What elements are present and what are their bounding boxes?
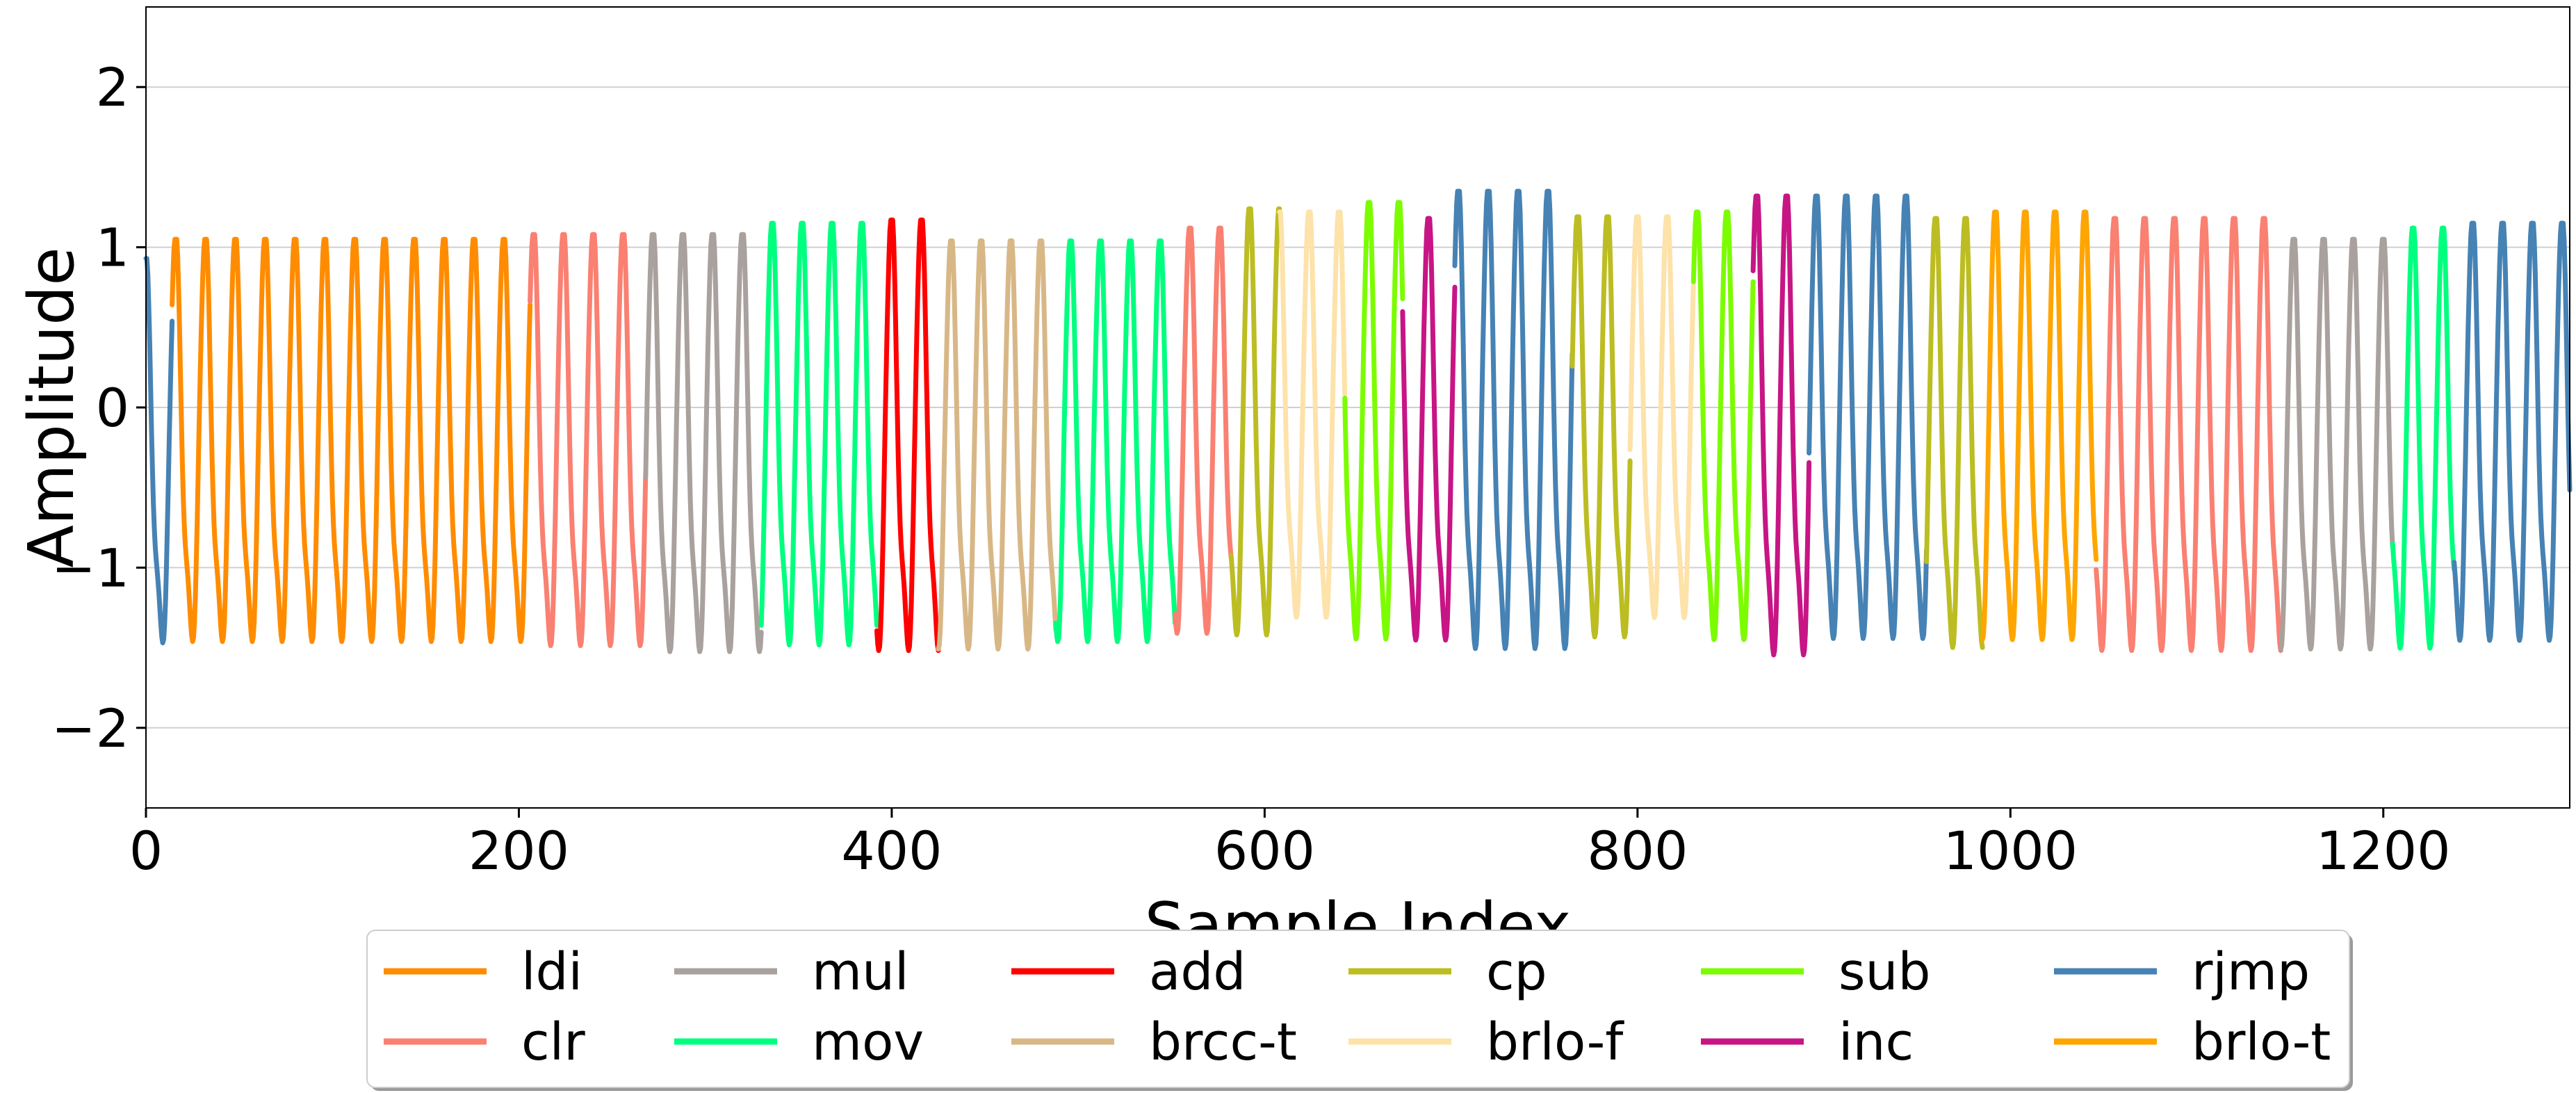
series-line-clr <box>528 232 649 649</box>
series-line-add <box>874 217 941 654</box>
series-line-rjmp <box>143 256 175 646</box>
series-line-mov <box>2390 225 2457 651</box>
y-tick-label: 1 <box>96 217 129 279</box>
x-tick-label: 1200 <box>2316 820 2450 882</box>
y-tick-label: −2 <box>51 697 129 759</box>
series-line-inc <box>1750 193 1812 658</box>
series-line-brlo-f <box>1627 214 1696 620</box>
series-lines <box>143 188 2573 658</box>
series-line-brlo-t <box>1980 209 2099 642</box>
series-line-clr <box>2094 216 2283 654</box>
series-line-rjmp <box>1807 193 1930 641</box>
y-tick-label: −1 <box>51 537 129 599</box>
series-line-rjmp <box>1452 188 1575 651</box>
series-line-rjmp <box>2452 220 2573 643</box>
legend-label-mov: mov <box>812 1012 924 1072</box>
legend-box <box>366 930 2350 1088</box>
y-tick-label: 0 <box>96 377 129 439</box>
series-line-ldi <box>170 236 533 645</box>
series-line-mov <box>1053 238 1178 645</box>
series-line-brlo-f <box>1277 209 1348 620</box>
x-tick-label: 600 <box>1214 820 1315 882</box>
legend-label-brlo-f: brlo-f <box>1486 1012 1624 1072</box>
x-tick-label: 1000 <box>1943 820 2078 882</box>
y-axis-label: Amplitude <box>15 247 88 567</box>
series-line-sub <box>1342 200 1405 642</box>
legend-label-add: add <box>1149 942 1246 1002</box>
series-line-clr <box>1173 225 1234 636</box>
series-line-sub <box>1690 209 1756 642</box>
legend-label-mul: mul <box>812 942 909 1002</box>
legend-label-brlo-t: brlo-t <box>2192 1012 2331 1072</box>
series-line-mul <box>2278 236 2395 651</box>
legend-label-inc: inc <box>1839 1012 1914 1072</box>
axis-ticks: 0 200 400 600 800 1000 1200 −2 −1 0 1 2 <box>51 56 2451 882</box>
series-line-mov <box>758 220 879 647</box>
series-line-cp <box>1228 206 1282 638</box>
legend-label-sub: sub <box>1839 942 1930 1002</box>
series-line-mul <box>643 232 764 654</box>
legend-label-rjmp: rjmp <box>2192 942 2310 1002</box>
legend: ldi clr mul mov add brcc-t cp brlo-f sub inc rjmp b… <box>366 930 2353 1091</box>
x-tick-label: 0 <box>129 820 163 882</box>
x-tick-label: 400 <box>841 820 942 882</box>
x-tick-label: 800 <box>1587 820 1688 882</box>
legend-label-brcc-t: brcc-t <box>1149 1012 1297 1072</box>
legend-label-ldi: ldi <box>521 942 582 1002</box>
series-line-cp <box>1570 214 1633 640</box>
y-tick-label: 2 <box>96 56 129 118</box>
series-line-inc <box>1400 216 1458 643</box>
series-line-cp <box>1924 216 1985 650</box>
x-tick-label: 200 <box>468 820 569 882</box>
legend-label-clr: clr <box>521 1012 585 1072</box>
series-line-brcc-t <box>936 238 1059 651</box>
legend-label-cp: cp <box>1486 942 1547 1002</box>
